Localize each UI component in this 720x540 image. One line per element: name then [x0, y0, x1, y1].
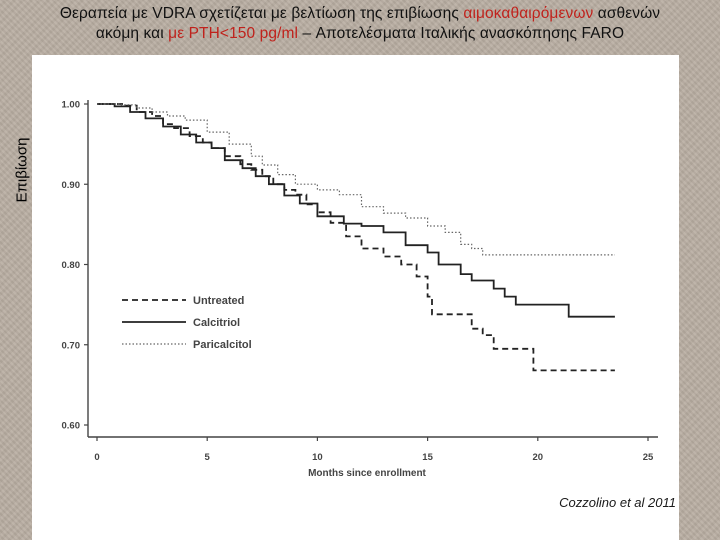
legend-label-untreated: Untreated: [193, 295, 244, 307]
x-tick-label: 10: [312, 452, 323, 463]
legend-label-paricalcitol: Paricalcitol: [193, 339, 252, 351]
y-tick-label: 0.70: [62, 340, 81, 351]
x-tick-label: 0: [94, 452, 99, 463]
title-line-2: ακόμη και με PTH<150 pg/ml – Αποτελέσματ…: [0, 24, 720, 44]
y-axis-label-text: Επιβίωση: [13, 137, 31, 203]
series-line-calcitriol: [97, 103, 615, 318]
series-line-untreated: [97, 103, 615, 372]
chart-panel: [32, 55, 679, 540]
title-line-1-suffix: ασθενών: [593, 5, 661, 22]
x-tick-label: 20: [533, 452, 544, 463]
y-tick-label: 0.90: [62, 180, 81, 191]
y-tick-label: 1.00: [62, 100, 81, 111]
title-line-1-prefix: Θεραπεία με VDRA σχετίζεται με βελτίωση …: [59, 5, 464, 22]
legend-label-calcitriol: Calcitriol: [193, 317, 240, 329]
x-tick-label: 25: [643, 452, 654, 463]
title-line-1-highlight: αιμοκαθαιρόμενων: [463, 5, 594, 22]
slide-title: Θεραπεία με VDRA σχετίζεται με βελτίωση …: [0, 4, 720, 44]
x-tick-label: 5: [205, 452, 211, 463]
x-tick-label: 15: [422, 452, 433, 463]
series-line-paricalcitol: [97, 103, 615, 256]
y-tick-label: 0.80: [62, 260, 81, 271]
y-tick-label: 0.60: [62, 421, 81, 432]
title-line-2-highlight: με PTH<150 pg/ml: [168, 25, 299, 42]
citation: Cozzolino et al 2011: [559, 495, 676, 510]
title-line-1: Θεραπεία με VDRA σχετίζεται με βελτίωση …: [0, 4, 720, 24]
title-line-2-suffix: – Αποτελέσματα Ιταλικής ανασκόπησης FARO: [298, 25, 625, 42]
x-axis-label: Months since enrollment: [308, 468, 426, 479]
title-line-2-prefix: ακόμη και: [95, 25, 169, 42]
